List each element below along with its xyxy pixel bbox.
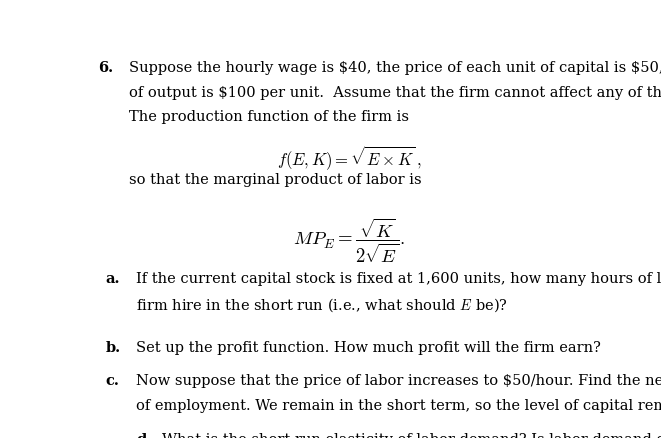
Text: The production function of the firm is: The production function of the firm is: [129, 110, 408, 124]
Text: so that the marginal product of labor is: so that the marginal product of labor is: [129, 173, 421, 187]
Text: Now suppose that the price of labor increases to \$50/hour. Find the new optimal: Now suppose that the price of labor incr…: [136, 374, 661, 389]
Text: $f(E,K) = \sqrt{E \times K}\,,$: $f(E,K) = \sqrt{E \times K}\,,$: [277, 144, 421, 172]
Text: $MP_E = \dfrac{\sqrt{K}}{2\sqrt{E}}.$: $MP_E = \dfrac{\sqrt{K}}{2\sqrt{E}}.$: [293, 216, 405, 265]
Text: c.: c.: [106, 374, 120, 389]
Text: If the current capital stock is fixed at 1,600 units, how many hours of labor sh: If the current capital stock is fixed at…: [136, 272, 661, 286]
Text: 6.: 6.: [98, 61, 113, 75]
Text: What is the short run elasticity of labor demand? Is labor demand elastic or: What is the short run elasticity of labo…: [162, 433, 661, 438]
Text: d.: d.: [136, 433, 151, 438]
Text: Set up the profit function. How much profit will the firm earn?: Set up the profit function. How much pro…: [136, 341, 602, 355]
Text: of output is \$100 per unit.  Assume that the firm cannot affect any of these pr: of output is \$100 per unit. Assume that…: [129, 85, 661, 99]
Text: b.: b.: [106, 341, 121, 355]
Text: firm hire in the short run (i.e., what should $E$ be)?: firm hire in the short run (i.e., what s…: [136, 297, 508, 314]
Text: a.: a.: [106, 272, 120, 286]
Text: Suppose the hourly wage is \$40, the price of each unit of capital is \$50, and : Suppose the hourly wage is \$40, the pri…: [129, 61, 661, 75]
Text: of employment. We remain in the short term, so the level of capital remains fixe: of employment. We remain in the short te…: [136, 399, 661, 413]
